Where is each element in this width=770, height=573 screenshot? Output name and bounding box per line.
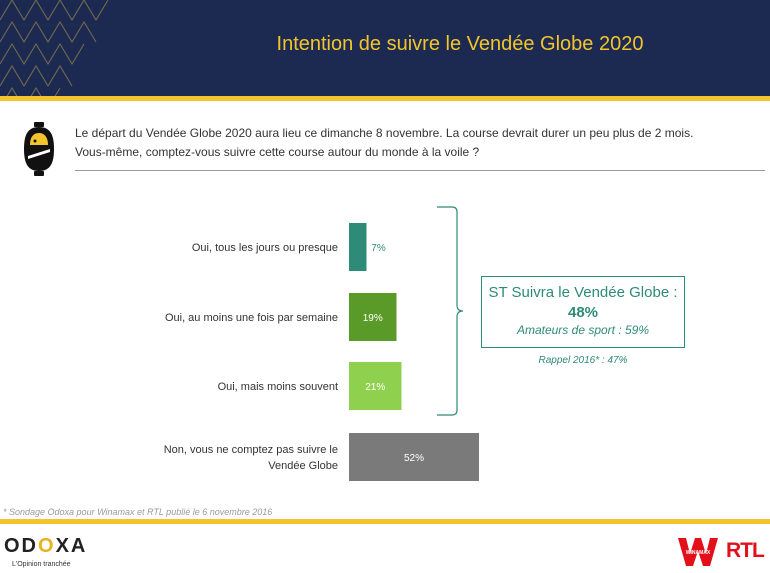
header-banner: Intention de suivre le Vendée Globe 2020 (0, 0, 770, 96)
summary-recall: Rappel 2016* : 47% (538, 355, 628, 366)
category-label-4-line-2: Vendée Globe (268, 460, 338, 472)
grouping-brace (437, 206, 464, 416)
category-label-2: Oui, au moins une fois par semaine (165, 312, 338, 324)
odoxa-logo: ODOXA (4, 535, 87, 558)
category-label-3: Oui, mais moins souvent (218, 381, 338, 393)
chart-category-labels: Oui, tous les jours ou presque Oui, au mo… (164, 242, 338, 472)
header-stripe (0, 96, 770, 101)
bar-value-label-3: 21% (365, 382, 385, 393)
summary-value: 48% (567, 304, 599, 321)
bar-2 (349, 293, 397, 341)
vendee-globe-icon (24, 122, 54, 176)
category-label-1: Oui, tous les jours ou presque (192, 242, 338, 254)
page-title: Intention de suivre le Vendée Globe 2020 (276, 33, 644, 55)
bar-3 (349, 362, 402, 410)
question-divider (75, 170, 765, 171)
bar-1 (349, 223, 367, 271)
bar-chart: 7% 19% 21% 52% Oui, tous les jours ou presq… (164, 206, 479, 481)
header-pattern-decoration (0, 0, 109, 96)
rtl-logo: RTL (726, 539, 765, 562)
odoxa-logo-accent: O (38, 535, 56, 557)
category-label-4-line-1: Non, vous ne comptez pas suivre le (164, 444, 338, 456)
summary-box: ST Suivra le Vendée Globe : 48% Amateurs… (481, 276, 685, 348)
winamax-logo-text: WINAMAX (686, 550, 711, 556)
question-text: Le départ du Vendée Globe 2020 aura lieu… (75, 124, 755, 162)
chart-bars: 7% 19% 21% 52% (349, 223, 479, 481)
odoxa-logo-part-2: XA (55, 535, 88, 557)
bar-value-label-1: 7% (371, 243, 386, 254)
bar-4 (349, 433, 479, 481)
summary-title: ST Suivra le Vendée Globe : (488, 284, 678, 301)
winamax-logo: WINAMAX (678, 538, 718, 566)
question-line-2: Vous-même, comptez-vous suivre cette cou… (75, 145, 480, 159)
odoxa-logo-part-1: OD (4, 535, 38, 557)
odoxa-tagline: L'Opinion tranchée (12, 561, 71, 568)
footer-stripe (0, 519, 770, 524)
bar-value-label-2: 19% (363, 313, 383, 324)
footnote: * Sondage Odoxa pour Winamax et RTL publ… (3, 507, 273, 517)
question-line-1: Le départ du Vendée Globe 2020 aura lieu… (75, 126, 694, 140)
bar-value-label-4: 52% (404, 453, 424, 464)
summary-subtitle: Amateurs de sport : 59% (516, 323, 650, 337)
